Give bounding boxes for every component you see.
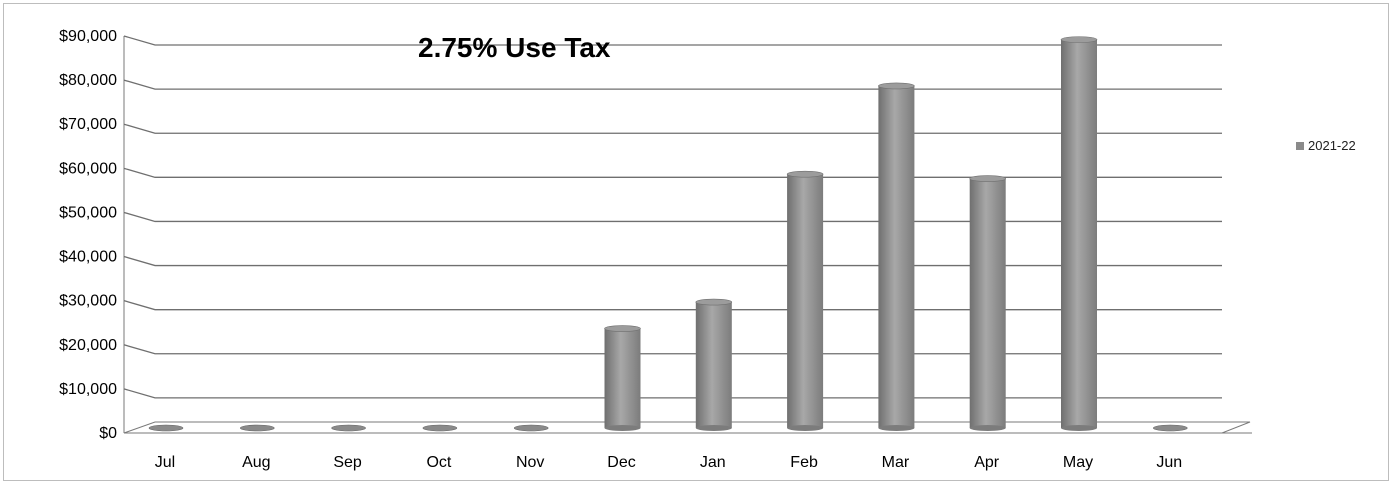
x-tick-label: Jul [155, 454, 175, 471]
chart-frame [3, 3, 1389, 481]
x-tick-label: Apr [974, 454, 1000, 471]
y-tick-label: $20,000 [59, 337, 117, 354]
bar [787, 174, 824, 428]
bar [969, 178, 1006, 428]
x-tick-label: May [1063, 454, 1093, 471]
y-tick-label: $90,000 [59, 28, 117, 45]
y-tick-label: $30,000 [59, 293, 117, 310]
x-tick-label: Jun [1156, 454, 1182, 471]
y-tick-label: $10,000 [59, 381, 117, 398]
bar [1061, 39, 1097, 428]
bar-cap [1060, 36, 1098, 43]
y-tick-label: $80,000 [59, 72, 117, 89]
gridline [123, 79, 1222, 90]
bar-zero [422, 424, 458, 432]
legend-swatch [1296, 141, 1304, 150]
bar-base [969, 425, 1006, 431]
bar-cap [695, 298, 733, 306]
bar-base [1061, 425, 1097, 431]
x-tick-label: Oct [426, 454, 451, 471]
x-tick-label: Aug [242, 454, 270, 471]
gridline [123, 123, 1222, 134]
x-tick-label: Jan [700, 454, 726, 471]
gridline [123, 344, 1222, 355]
bar-base [787, 425, 824, 431]
y-tick-label: $40,000 [59, 249, 117, 266]
gridline [123, 167, 1222, 178]
y-tick-label: $0 [99, 425, 117, 442]
bar [878, 85, 915, 428]
y-tick-label: $70,000 [59, 116, 117, 133]
bar-zero [1153, 424, 1188, 432]
y-tick-label: $50,000 [59, 204, 117, 221]
chart-title: 2.75% Use Tax [418, 32, 611, 63]
x-tick-label: Sep [333, 454, 362, 471]
bar-cap [878, 82, 915, 90]
x-tick-label: Mar [882, 454, 910, 471]
gridline [123, 388, 1222, 399]
bar [604, 328, 641, 428]
bar-cap [969, 175, 1007, 182]
bar-zero [148, 424, 184, 432]
gridline [123, 211, 1222, 223]
legend: 2021-22 [1296, 138, 1356, 153]
bar-base [695, 425, 732, 431]
bar-zero [513, 424, 549, 432]
legend-label: 2021-22 [1308, 138, 1356, 153]
bar-zero [331, 424, 366, 432]
bar-cap [604, 325, 641, 332]
bar-cap [786, 170, 824, 178]
gridline [123, 255, 1222, 267]
bar [695, 302, 732, 428]
y-tick-label: $60,000 [59, 160, 117, 177]
bar-zero [239, 424, 275, 432]
bar-base [604, 425, 641, 431]
gridline [123, 300, 1222, 311]
x-tick-label: Dec [607, 454, 635, 471]
x-tick-label: Nov [516, 454, 544, 471]
x-tick-label: Feb [790, 454, 818, 471]
gridline [123, 35, 1222, 46]
bar-base [878, 425, 915, 431]
